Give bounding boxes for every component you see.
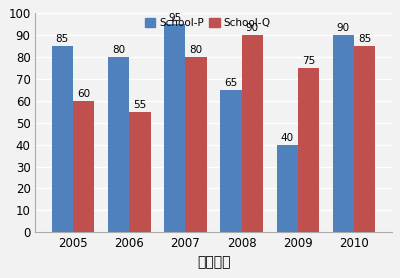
Text: 65: 65 [224, 78, 238, 88]
Bar [354, 46, 376, 232]
Bar [164, 24, 186, 232]
Bar [242, 35, 263, 232]
Bar [276, 145, 298, 232]
Bar [220, 90, 242, 232]
Bar [333, 35, 354, 232]
Text: 75: 75 [302, 56, 315, 66]
Bar [108, 57, 129, 232]
Text: 90: 90 [337, 23, 350, 33]
Text: 80: 80 [112, 45, 125, 55]
Bar [186, 57, 207, 232]
Legend: School-P, School-Q: School-P, School-Q [140, 14, 275, 33]
X-axis label: वर्ष: वर्ष [197, 256, 230, 270]
Text: 85: 85 [358, 34, 372, 44]
Text: 90: 90 [246, 23, 259, 33]
Bar [73, 101, 94, 232]
Bar [52, 46, 73, 232]
Text: 40: 40 [281, 133, 294, 143]
Bar [129, 112, 150, 232]
Text: 80: 80 [190, 45, 203, 55]
Text: 55: 55 [133, 100, 146, 110]
Text: 60: 60 [77, 89, 90, 99]
Text: 85: 85 [56, 34, 69, 44]
Bar [298, 68, 319, 232]
Text: 95: 95 [168, 13, 181, 23]
